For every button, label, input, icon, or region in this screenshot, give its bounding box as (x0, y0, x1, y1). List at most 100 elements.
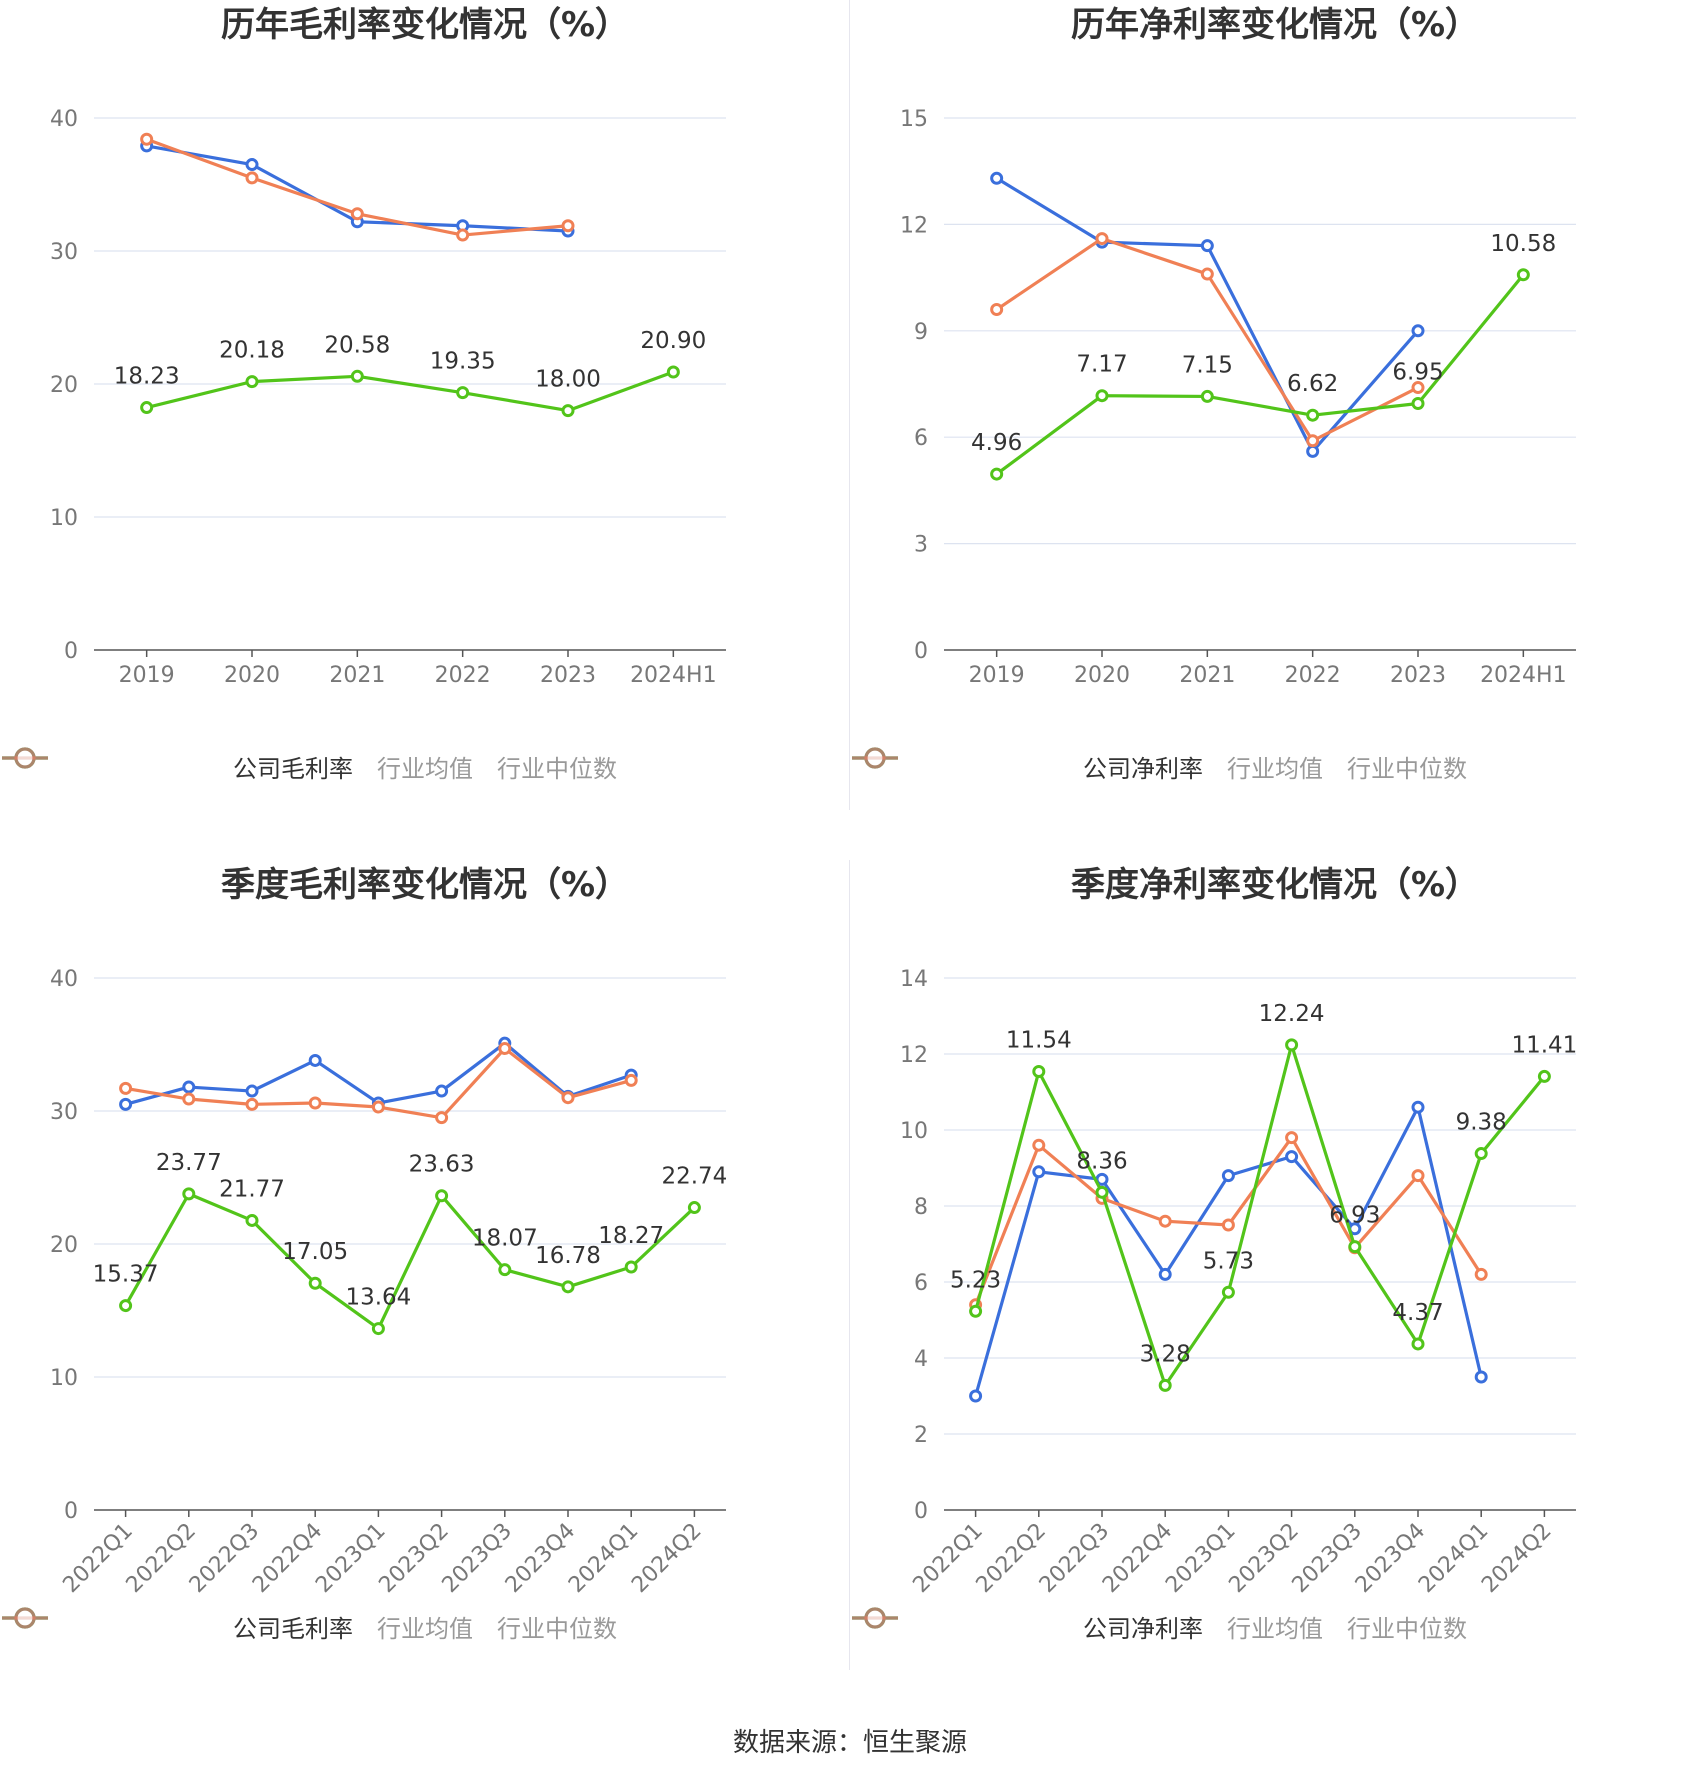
data-label: 11.41 (1511, 1032, 1577, 1058)
x-tick-label: 2020 (224, 663, 280, 688)
data-point-company[interactable] (1474, 1147, 1488, 1161)
data-point-median[interactable] (456, 228, 470, 242)
data-point-company[interactable] (456, 386, 470, 400)
data-point-average[interactable] (182, 1080, 196, 1094)
data-label: 7.17 (1076, 352, 1127, 378)
data-point-company[interactable] (1411, 397, 1425, 411)
data-point-company[interactable] (687, 1201, 701, 1215)
data-point-company[interactable] (140, 401, 154, 415)
legend-item-median[interactable]: 行业中位数 (852, 1607, 1467, 1644)
data-point-median[interactable] (1032, 1138, 1046, 1152)
data-point-company[interactable] (182, 1187, 196, 1201)
data-point-median[interactable] (624, 1073, 638, 1087)
legend-label: 行业中位数 (1347, 754, 1467, 783)
data-point-median[interactable] (1411, 1169, 1425, 1183)
legend-item-company[interactable]: 公司净利率 (852, 1607, 1203, 1644)
data-point-company[interactable] (990, 467, 1004, 481)
data-point-company[interactable] (1411, 1337, 1425, 1351)
y-tick-label: 14 (900, 967, 928, 992)
data-point-median[interactable] (1285, 1131, 1299, 1145)
data-point-company[interactable] (969, 1304, 983, 1318)
data-point-company[interactable] (308, 1276, 322, 1290)
data-point-company[interactable] (666, 365, 680, 379)
data-point-company[interactable] (1348, 1240, 1362, 1254)
data-point-median[interactable] (350, 207, 364, 221)
legend-label: 行业均值 (377, 754, 473, 783)
data-point-average[interactable] (245, 158, 259, 172)
legend-item-median[interactable]: 行业中位数 (2, 1607, 617, 1644)
data-point-company[interactable] (1306, 408, 1320, 422)
data-point-median[interactable] (1474, 1267, 1488, 1281)
data-point-company[interactable] (1537, 1069, 1551, 1083)
data-point-company[interactable] (1158, 1378, 1172, 1392)
data-label: 8.36 (1076, 1148, 1127, 1174)
data-point-average[interactable] (1306, 444, 1320, 458)
data-point-average[interactable] (990, 171, 1004, 185)
data-point-average[interactable] (308, 1053, 322, 1067)
data-point-average[interactable] (1032, 1165, 1046, 1179)
data-point-median[interactable] (1095, 232, 1109, 246)
legend-label: 公司毛利率 (233, 1614, 353, 1643)
data-point-median[interactable] (182, 1092, 196, 1106)
data-label: 5.23 (950, 1267, 1001, 1293)
data-point-company[interactable] (371, 1322, 385, 1336)
data-point-average[interactable] (969, 1389, 983, 1403)
data-point-average[interactable] (245, 1084, 259, 1098)
data-point-median[interactable] (561, 219, 575, 233)
data-point-company[interactable] (245, 375, 259, 389)
data-point-company[interactable] (1285, 1038, 1299, 1052)
y-tick-label: 0 (64, 1499, 78, 1524)
data-point-company[interactable] (1095, 1185, 1109, 1199)
data-point-median[interactable] (308, 1096, 322, 1110)
data-point-company[interactable] (1516, 268, 1530, 282)
data-point-average[interactable] (1285, 1150, 1299, 1164)
data-point-company[interactable] (561, 404, 575, 418)
data-point-company[interactable] (624, 1260, 638, 1274)
legend-item-average[interactable]: 行业均值 (852, 747, 1323, 784)
legend-item-average[interactable]: 行业均值 (2, 1607, 473, 1644)
data-point-company[interactable] (435, 1189, 449, 1203)
legend-item-median[interactable]: 行业中位数 (2, 747, 617, 784)
legend-item-median[interactable]: 行业中位数 (852, 747, 1467, 784)
data-point-median[interactable] (1306, 434, 1320, 448)
data-point-median[interactable] (1221, 1218, 1235, 1232)
data-point-company[interactable] (498, 1263, 512, 1277)
data-point-company[interactable] (1200, 389, 1214, 403)
data-point-average[interactable] (1411, 324, 1425, 338)
data-point-average[interactable] (1221, 1169, 1235, 1183)
data-point-median[interactable] (435, 1111, 449, 1125)
data-point-median[interactable] (245, 1097, 259, 1111)
data-point-median[interactable] (498, 1041, 512, 1055)
data-point-average[interactable] (119, 1097, 133, 1111)
data-point-median[interactable] (371, 1100, 385, 1114)
data-point-median[interactable] (1411, 381, 1425, 395)
legend-item-average[interactable]: 行业均值 (852, 1607, 1323, 1644)
data-point-median[interactable] (119, 1081, 133, 1095)
data-point-average[interactable] (1200, 239, 1214, 253)
series-line-company (146, 370, 674, 413)
data-point-median[interactable] (561, 1091, 575, 1105)
data-point-company[interactable] (561, 1280, 575, 1294)
y-tick-label: 6 (914, 426, 928, 451)
chart-title: 季度净利率变化情况（%） (1071, 865, 1479, 905)
data-point-median[interactable] (140, 132, 154, 146)
data-point-average[interactable] (435, 1084, 449, 1098)
data-point-median[interactable] (990, 303, 1004, 317)
data-point-median[interactable] (245, 171, 259, 185)
data-point-average[interactable] (1411, 1100, 1425, 1114)
data-point-company[interactable] (245, 1213, 259, 1227)
legend-item-company[interactable]: 公司净利率 (852, 747, 1203, 784)
data-point-average[interactable] (1158, 1267, 1172, 1281)
data-point-company[interactable] (1095, 389, 1109, 403)
data-point-company[interactable] (1221, 1285, 1235, 1299)
data-point-median[interactable] (1158, 1214, 1172, 1228)
data-point-company[interactable] (119, 1299, 133, 1313)
x-tick-label: 2021 (1179, 663, 1235, 688)
legend-item-company[interactable]: 公司毛利率 (2, 747, 353, 784)
legend-item-company[interactable]: 公司毛利率 (2, 1607, 353, 1644)
data-point-average[interactable] (1474, 1370, 1488, 1384)
legend-item-average[interactable]: 行业均值 (2, 747, 473, 784)
data-point-company[interactable] (350, 369, 364, 383)
data-point-company[interactable] (1032, 1064, 1046, 1078)
data-point-median[interactable] (1200, 267, 1214, 281)
